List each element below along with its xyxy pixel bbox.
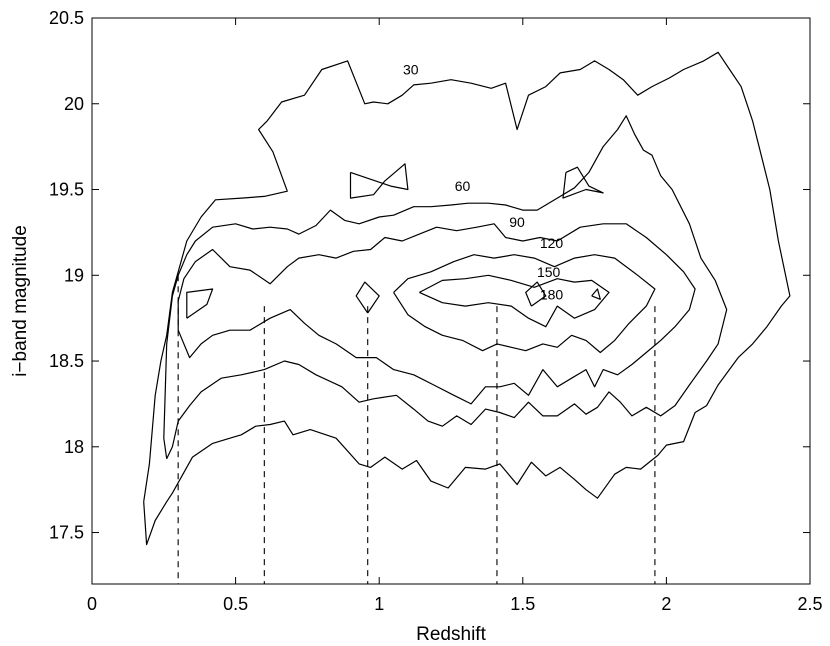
x-axis-label: Redshift [416, 624, 486, 645]
contour-line-60-1 [163, 115, 728, 460]
contour-line-150-1 [419, 274, 610, 328]
y-tick-label: 18.5 [49, 351, 84, 371]
contour-line-90-2 [186, 288, 214, 319]
contour-label-90: 90 [509, 214, 525, 230]
plot-area-frame [91, 17, 811, 585]
contour-line-90-1 [177, 223, 696, 405]
y-tick-label: 18 [64, 437, 84, 457]
contour-level-labels: 30 60 90 120 150 180 [403, 62, 563, 303]
contour-line-180-1 [525, 281, 547, 307]
x-tick-label: 0 [87, 594, 97, 614]
contour-label-30: 30 [403, 62, 419, 78]
y-tick-label: 17.5 [49, 523, 84, 543]
contour-line-30-1 [143, 51, 791, 546]
contour-label-180: 180 [540, 286, 564, 302]
contour-label-150: 150 [537, 264, 561, 280]
x-tick-label: 1 [374, 594, 384, 614]
redshift-bin-dividers [177, 275, 656, 584]
y-axis-label: i−band magnitude [10, 225, 31, 377]
contour-line-120-1 [393, 254, 656, 354]
contour-label-60: 60 [455, 178, 471, 194]
contour-line-120-2 [355, 281, 380, 314]
y-tick-label: 20 [64, 94, 84, 114]
contour-line-unlabeled-1 [349, 163, 409, 199]
x-tick-label: 2.5 [797, 594, 822, 614]
y-tick-label: 20.5 [49, 8, 84, 28]
y-tick-label: 19 [64, 265, 84, 285]
contour-line-unlabeled-2 [562, 166, 604, 199]
x-tick-label: 1.5 [510, 594, 535, 614]
contour-lines [143, 51, 791, 546]
contour-line-180-2 [591, 288, 601, 300]
contour-label-120: 120 [540, 235, 564, 251]
x-tick-label: 2 [661, 594, 671, 614]
x-tick-label: 0.5 [223, 594, 248, 614]
axis-ticks: 0 0.5 1 1.5 2 2.5 17.5 18 18.5 19 19.5 20 20.5 [49, 8, 823, 614]
y-tick-label: 19.5 [49, 180, 84, 200]
